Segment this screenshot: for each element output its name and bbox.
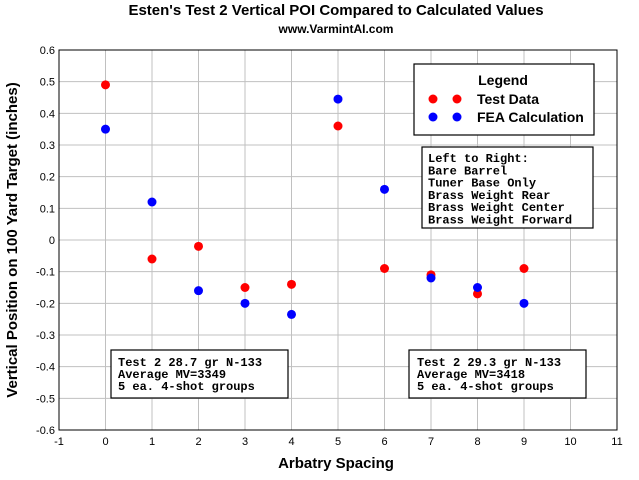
x-tick-label: 6 xyxy=(381,436,387,448)
y-tick-label: 0.2 xyxy=(40,172,55,184)
fea-calculation-point xyxy=(380,184,389,194)
y-axis-label: Vertical Position on 100 Yard Target (in… xyxy=(4,82,21,397)
fea-calculation-point xyxy=(333,94,343,104)
y-tick-label: -0.2 xyxy=(36,298,55,310)
fea-calculation-point xyxy=(147,197,157,207)
y-tick-label: 0.1 xyxy=(40,203,55,215)
test-right-annotation-box xyxy=(408,349,587,399)
chart-title: Esten's Test 2 Vertical POI Compared to … xyxy=(128,2,543,19)
test-left-annotation-box xyxy=(110,349,289,399)
x-tick-label: 2 xyxy=(195,436,201,448)
order-annotation-line: Brass Weight Center xyxy=(428,201,565,215)
x-tick-label: 3 xyxy=(242,436,248,448)
test-data-point xyxy=(194,241,203,251)
test-left-annotation-line: 5 ea. 4-shot groups xyxy=(118,380,255,394)
x-tick-label: 0 xyxy=(102,436,108,448)
x-tick-label: 8 xyxy=(474,436,480,448)
fea-calculation-point xyxy=(240,298,250,308)
legend-label-fea-calculation: FEA Calculation xyxy=(477,109,584,125)
order-annotation-box xyxy=(421,146,594,229)
x-tick-label: 4 xyxy=(288,436,294,448)
y-tick-label: 0.3 xyxy=(40,140,55,152)
fea-calculation-point xyxy=(473,283,482,292)
order-annotation-line: Left to Right: xyxy=(428,152,529,166)
fea-calculation-point xyxy=(101,124,110,134)
test-right-annotation-line: Average MV=3418 xyxy=(417,368,525,382)
test-right-annotation-line: 5 ea. 4-shot groups xyxy=(417,380,554,394)
test-data-point xyxy=(101,80,110,90)
x-tick-label: 9 xyxy=(521,436,527,448)
chart-subtitle: www.VarmintAI.com xyxy=(278,22,394,36)
x-axis-label: Arbatry Spacing xyxy=(278,455,394,472)
x-tick-label: 5 xyxy=(335,436,341,448)
x-tick-label: 1 xyxy=(149,436,155,448)
test-data-point xyxy=(147,254,157,264)
legend-label-test-data: Test Data xyxy=(477,91,539,107)
test-left-annotation-line: Average MV=3349 xyxy=(118,368,226,382)
y-tick-label: 0.6 xyxy=(40,45,55,57)
test-data-point xyxy=(519,264,529,273)
y-tick-label: -0.3 xyxy=(36,330,55,342)
order-annotation-line: Tuner Base Only xyxy=(428,177,536,191)
legend-marker-fea-calculation xyxy=(428,112,438,122)
test-right-annotation-line: Test 2 29.3 gr N-133 xyxy=(417,356,561,370)
y-tick-label: 0 xyxy=(49,235,55,247)
y-tick-label: -0.5 xyxy=(36,393,55,405)
fea-calculation-point xyxy=(194,286,203,296)
test-data-point xyxy=(380,264,389,273)
tick-labels: -1 0 1 2 3 4 5 6 7 8 9 10 11 -0.6 -0.5 -0.4 -0.3 -0.2 -0.1… xyxy=(36,45,623,448)
y-tick-label: -0.1 xyxy=(36,267,55,279)
legend-marker-test-data xyxy=(428,94,438,104)
y-tick-label: 0.4 xyxy=(40,108,55,120)
legend-marker-fea-calculation xyxy=(452,112,462,122)
fea-calculation-point xyxy=(287,309,296,319)
x-tick-label: 10 xyxy=(564,436,576,448)
data-points xyxy=(101,80,529,319)
y-tick-label: -0.4 xyxy=(36,362,55,374)
fea-calculation-point xyxy=(426,273,436,283)
order-annotation-line: Brass Weight Forward xyxy=(428,214,572,228)
legend-box xyxy=(413,63,595,136)
order-annotation-line: Brass Weight Rear xyxy=(428,189,550,203)
fea-calculation-point xyxy=(519,298,529,308)
x-tick-label: 7 xyxy=(428,436,434,448)
y-tick-label: -0.6 xyxy=(36,425,55,437)
order-annotation-line: Bare Barrel xyxy=(428,164,507,178)
x-tick-label: -1 xyxy=(54,436,64,448)
test-left-annotation-line: Test 2 28.7 gr N-133 xyxy=(118,356,262,370)
test-data-point xyxy=(473,289,482,299)
x-tick-label: 11 xyxy=(611,436,622,448)
plot-frame xyxy=(58,49,618,431)
y-tick-label: 0.5 xyxy=(40,77,55,89)
test-data-point xyxy=(240,283,250,292)
test-data-point xyxy=(333,121,343,131)
legend-marker-test-data xyxy=(452,94,462,104)
test-data-point xyxy=(287,279,296,289)
legend: Legend Test Data FEA Calculation xyxy=(413,63,595,136)
legend-title: Legend xyxy=(478,72,528,88)
